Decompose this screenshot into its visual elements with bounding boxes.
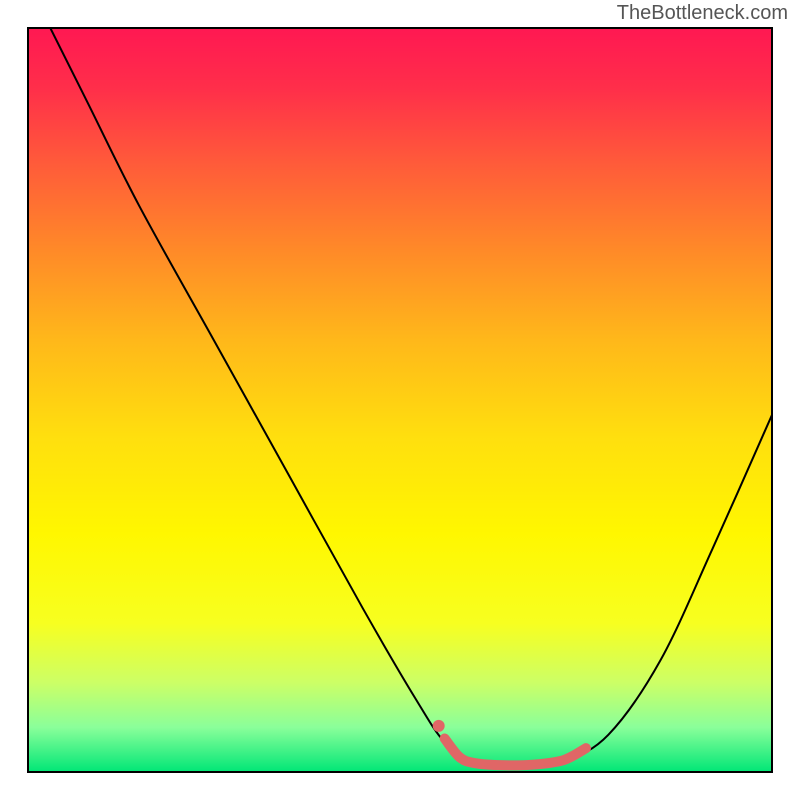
bottleneck-chart bbox=[0, 0, 800, 800]
attribution-text: TheBottleneck.com bbox=[617, 2, 788, 25]
highlight-marker bbox=[433, 720, 445, 732]
chart-container: { "attribution": { "text": "TheBottlenec… bbox=[0, 0, 800, 800]
